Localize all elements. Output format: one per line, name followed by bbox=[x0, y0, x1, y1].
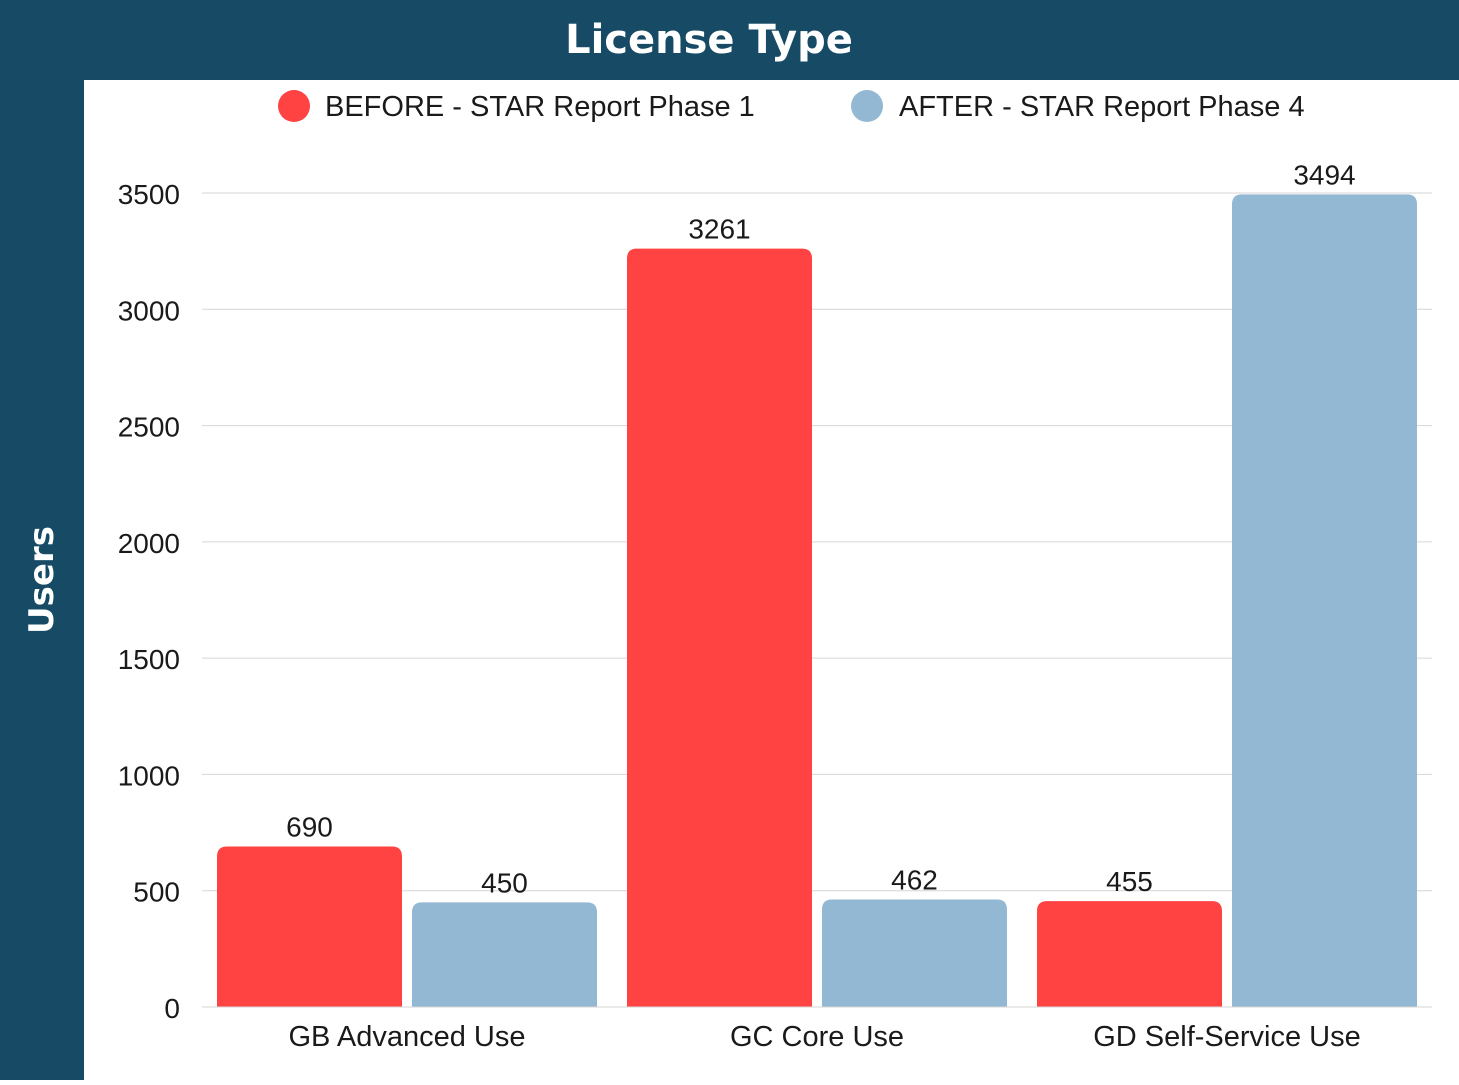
data-label: 690 bbox=[286, 812, 333, 843]
bar-before bbox=[1037, 901, 1222, 1007]
bar-after bbox=[822, 899, 1007, 1007]
x-tick-label: GC Core Use bbox=[730, 1021, 904, 1053]
bar-chart: 0 500 1000 1500 2000 2500 3000 3500 690 450 GB Adv… bbox=[118, 90, 1432, 1053]
y-tick-label: 2500 bbox=[118, 412, 180, 443]
y-axis-label-panel: Users bbox=[0, 80, 84, 1080]
legend-marker-before bbox=[278, 90, 310, 122]
legend-label: BEFORE - STAR Report Phase 1 bbox=[325, 91, 755, 123]
data-label: 3261 bbox=[688, 214, 750, 245]
bar-after bbox=[412, 902, 597, 1007]
y-tick-label: 3000 bbox=[118, 295, 180, 326]
y-tick-label: 0 bbox=[164, 993, 180, 1024]
data-label: 450 bbox=[481, 867, 528, 898]
y-tick-label: 1000 bbox=[118, 760, 180, 791]
x-tick-label: GB Advanced Use bbox=[289, 1021, 526, 1053]
data-label: 455 bbox=[1106, 866, 1153, 897]
bar-after bbox=[1232, 194, 1417, 1007]
data-label: 462 bbox=[891, 865, 938, 896]
y-tick-label: 1500 bbox=[118, 644, 180, 675]
chart-title: License Type bbox=[565, 17, 853, 63]
y-tick-label: 500 bbox=[133, 877, 180, 908]
legend-marker-after bbox=[851, 90, 883, 122]
bar-before bbox=[217, 846, 402, 1007]
plot-area: 0 500 1000 1500 2000 2500 3000 3500 690 450 GB Adv… bbox=[84, 80, 1459, 1080]
legend-label: AFTER - STAR Report Phase 4 bbox=[899, 91, 1305, 123]
y-tick-label: 3500 bbox=[118, 179, 180, 210]
data-label: 3494 bbox=[1293, 159, 1355, 190]
y-tick-label: 2000 bbox=[118, 528, 180, 559]
y-axis-label: Users bbox=[22, 526, 62, 634]
bar-before bbox=[627, 248, 812, 1007]
x-tick-label: GD Self-Service Use bbox=[1093, 1021, 1361, 1053]
